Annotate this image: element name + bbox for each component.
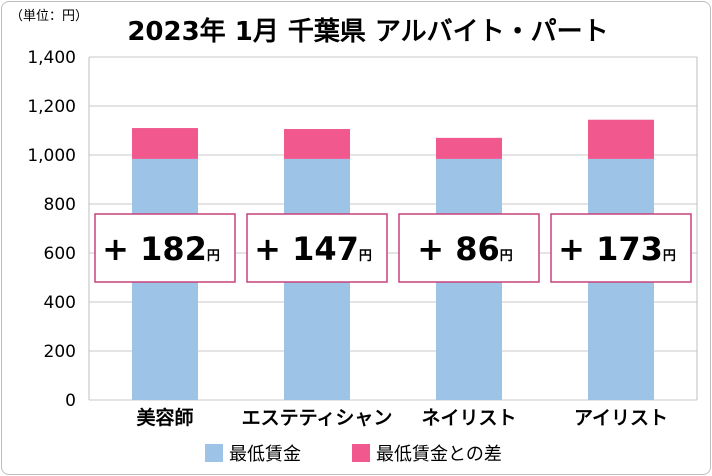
x-axis-categories: 美容師 エステティシャン ネイリスト アイリスト	[136, 406, 668, 429]
difference-label-box	[398, 213, 540, 283]
difference-sign: +	[558, 230, 596, 268]
category-label: 美容師	[136, 406, 193, 429]
legend: 最低賃金 最低賃金との差	[205, 444, 502, 465]
bar-segment-difference	[436, 137, 502, 159]
category-label: アイリスト	[574, 407, 668, 429]
legend-swatch	[352, 444, 370, 462]
difference-sign: +	[102, 230, 140, 268]
difference-number: 173	[596, 230, 663, 268]
difference-unit: 円	[207, 249, 220, 264]
y-tick-label: 1,200	[27, 97, 76, 117]
difference-unit: 円	[359, 249, 372, 264]
category-label: ネイリスト	[421, 407, 516, 429]
y-axis-ticks: 0 200 400 600 800 1,000 1,200 1,400	[27, 48, 76, 411]
difference-number: 182	[140, 230, 207, 268]
y-tick-label: 200	[44, 342, 76, 362]
difference-sign: +	[254, 230, 292, 268]
bar-segment-difference	[284, 129, 350, 159]
legend-label: 最低賃金	[229, 444, 301, 465]
difference-labels: + 182円 + 147円 + 86円 + 173円	[94, 213, 692, 283]
difference-label-box	[550, 213, 692, 283]
category-label: エステティシャン	[242, 407, 393, 429]
y-tick-label: 400	[44, 293, 76, 313]
difference-label: + 86円	[417, 230, 513, 268]
chart-title: 2023年 1月 千葉県 アルバイト・パート	[127, 16, 608, 47]
bar-segment-difference	[132, 128, 198, 159]
difference-unit: 円	[500, 249, 513, 264]
difference-label: + 182円	[102, 230, 220, 268]
y-tick-label: 0	[65, 391, 76, 411]
legend-swatch	[205, 444, 223, 462]
y-tick-label: 800	[44, 195, 76, 215]
difference-label-box	[246, 213, 388, 283]
y-tick-label: 1,000	[27, 146, 76, 166]
difference-label: + 147円	[254, 230, 372, 268]
difference-number: 86	[455, 230, 500, 268]
y-tick-label: 600	[44, 244, 76, 264]
legend-label: 最低賃金との差	[376, 444, 502, 465]
difference-sign: +	[417, 230, 455, 268]
difference-label: + 173円	[558, 230, 676, 268]
difference-label-box	[94, 213, 236, 283]
difference-unit: 円	[663, 249, 676, 264]
y-tick-label: 1,400	[27, 48, 76, 68]
unit-label: （単位：円）	[10, 8, 88, 24]
difference-number: 147	[292, 230, 359, 268]
bar-segment-difference	[588, 119, 654, 159]
